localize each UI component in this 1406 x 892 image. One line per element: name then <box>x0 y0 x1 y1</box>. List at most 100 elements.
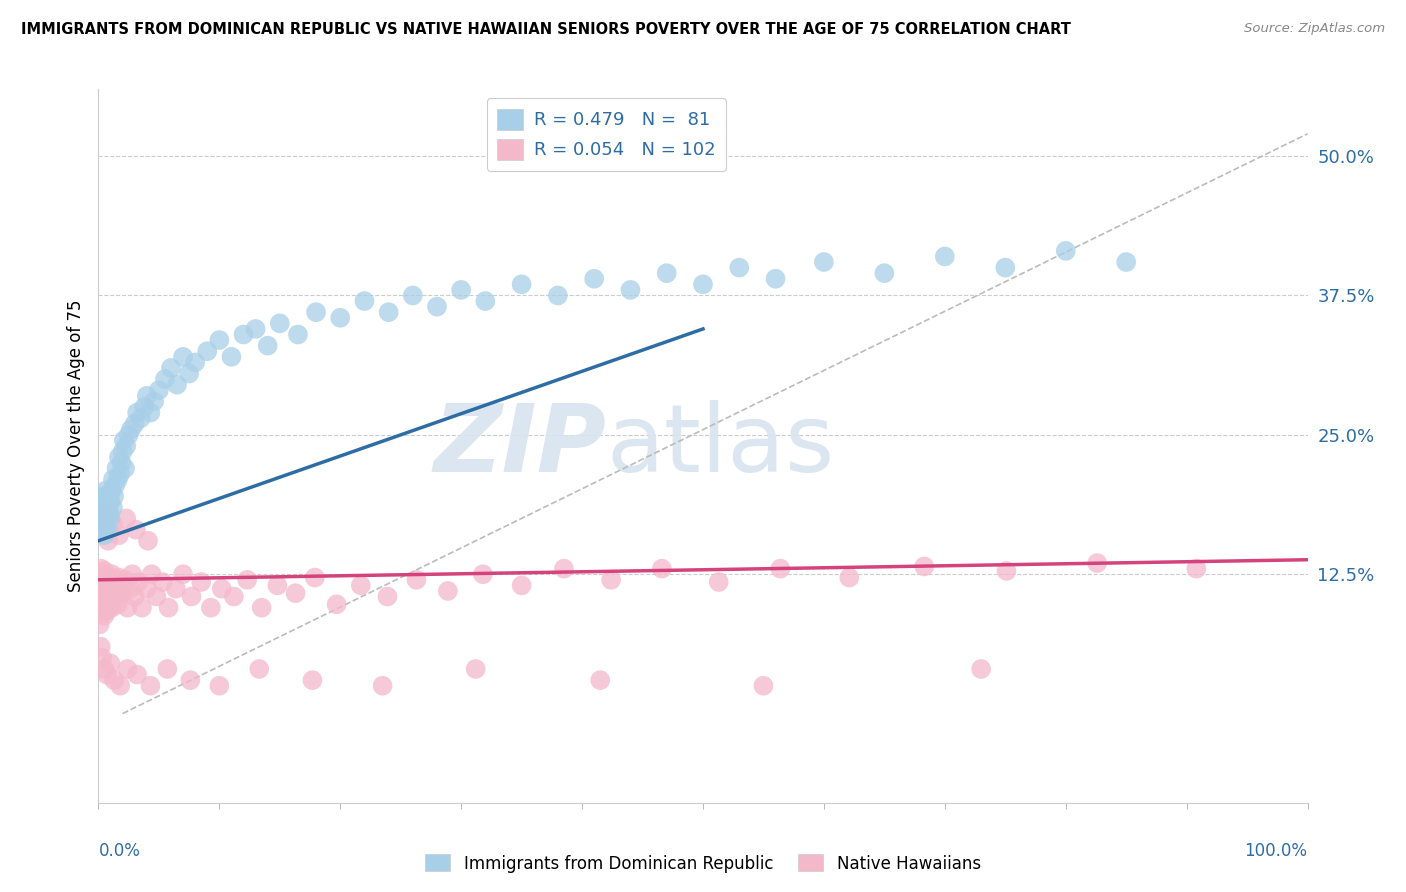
Point <box>655 266 678 280</box>
Point <box>111 444 134 458</box>
Point <box>728 260 751 275</box>
Point <box>838 571 860 585</box>
Point <box>139 679 162 693</box>
Point <box>91 600 114 615</box>
Point <box>107 598 129 612</box>
Point <box>118 582 141 596</box>
Point <box>98 506 121 520</box>
Point <box>124 590 146 604</box>
Point <box>93 564 115 578</box>
Point <box>127 667 149 681</box>
Point <box>100 657 122 671</box>
Point <box>105 461 128 475</box>
Point <box>110 456 132 470</box>
Point <box>148 384 170 398</box>
Point <box>96 604 118 618</box>
Point <box>94 523 117 537</box>
Point <box>994 260 1017 275</box>
Point <box>94 483 117 498</box>
Point <box>247 662 270 676</box>
Point <box>153 372 176 386</box>
Point <box>101 473 124 487</box>
Legend: Immigrants from Dominican Republic, Native Hawaiians: Immigrants from Dominican Republic, Nati… <box>419 847 987 880</box>
Point <box>152 574 174 589</box>
Point <box>547 288 569 302</box>
Point <box>90 640 112 654</box>
Point <box>91 590 114 604</box>
Text: ZIP: ZIP <box>433 400 606 492</box>
Point <box>107 473 129 487</box>
Point <box>692 277 714 292</box>
Point <box>90 523 112 537</box>
Point <box>89 573 111 587</box>
Point <box>112 434 135 448</box>
Point <box>120 422 142 436</box>
Point <box>93 494 115 508</box>
Point <box>97 500 120 515</box>
Text: IMMIGRANTS FROM DOMINICAN REPUBLIC VS NATIVE HAWAIIAN SENIORS POVERTY OVER THE A: IMMIGRANTS FROM DOMINICAN REPUBLIC VS NA… <box>21 22 1071 37</box>
Point <box>813 255 835 269</box>
Point <box>108 583 131 598</box>
Point <box>304 571 326 585</box>
Point <box>97 523 120 537</box>
Point <box>115 439 138 453</box>
Point <box>752 679 775 693</box>
Point <box>101 500 124 515</box>
Point <box>1054 244 1077 258</box>
Point <box>98 571 121 585</box>
Point <box>256 338 278 352</box>
Point <box>873 266 896 280</box>
Point <box>91 500 114 515</box>
Point <box>114 573 136 587</box>
Point <box>108 528 131 542</box>
Point <box>108 679 131 693</box>
Point <box>172 350 194 364</box>
Point <box>96 489 118 503</box>
Point <box>157 600 180 615</box>
Point <box>269 316 291 330</box>
Point <box>145 590 167 604</box>
Point <box>91 506 114 520</box>
Point <box>90 494 112 508</box>
Point <box>94 516 117 531</box>
Point <box>98 489 121 503</box>
Point <box>103 489 125 503</box>
Point <box>377 590 399 604</box>
Point <box>94 583 117 598</box>
Point <box>96 511 118 525</box>
Text: atlas: atlas <box>606 400 835 492</box>
Point <box>93 528 115 542</box>
Point <box>127 574 149 589</box>
Point <box>222 590 245 604</box>
Point <box>471 567 494 582</box>
Point <box>91 516 114 531</box>
Point <box>134 400 156 414</box>
Point <box>350 578 373 592</box>
Point <box>89 617 111 632</box>
Point <box>707 574 730 589</box>
Point <box>114 461 136 475</box>
Point <box>583 271 606 285</box>
Point <box>104 590 127 604</box>
Point <box>250 600 273 615</box>
Point <box>139 405 162 419</box>
Point <box>91 578 114 592</box>
Point <box>589 673 612 688</box>
Point <box>91 567 114 582</box>
Point <box>90 595 112 609</box>
Point <box>108 450 131 464</box>
Point <box>121 567 143 582</box>
Point <box>236 573 259 587</box>
Point <box>353 293 375 308</box>
Point <box>200 600 222 615</box>
Point <box>651 562 673 576</box>
Point <box>970 662 993 676</box>
Point <box>474 293 496 308</box>
Point <box>100 586 122 600</box>
Point <box>117 662 139 676</box>
Point <box>377 305 399 319</box>
Point <box>405 573 427 587</box>
Point <box>371 679 394 693</box>
Point <box>135 389 157 403</box>
Point <box>1185 562 1208 576</box>
